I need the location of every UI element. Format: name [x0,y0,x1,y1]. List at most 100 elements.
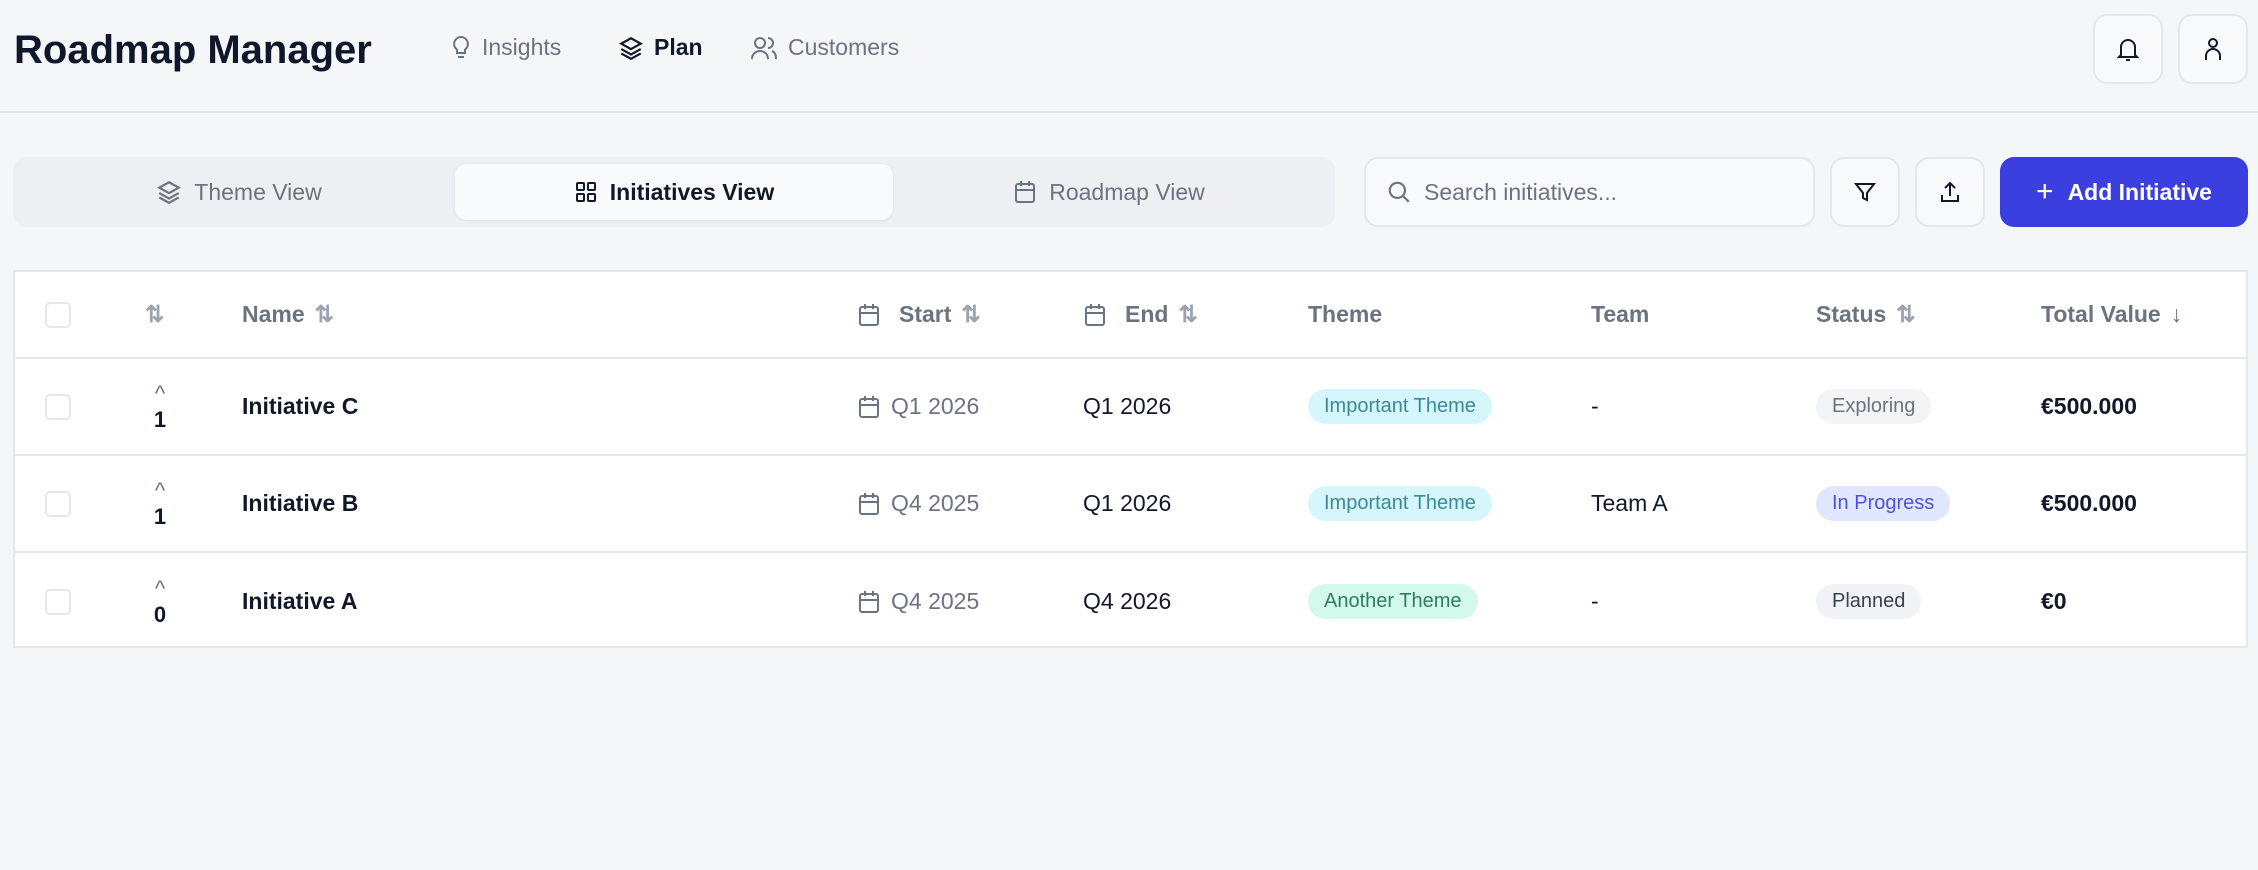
end-date[interactable]: Q1 2026 [1083,393,1172,419]
tab-roadmap-view[interactable]: Roadmap View [890,164,1328,220]
team: - [1591,588,1599,614]
grid-icon [575,182,596,202]
calendar-icon [859,590,879,613]
chevron-up-icon[interactable]: ^ [154,477,166,503]
user-icon [2205,38,2221,60]
column-status[interactable]: Status ⇅ [1816,272,1916,357]
column-label: Start [899,301,952,327]
total-value: €500.000 [2041,490,2137,516]
sort-icon: ⇅ [1178,301,1198,327]
chevron-up-icon[interactable]: ^ [154,380,166,406]
vote-count: 1 [153,503,167,529]
start-date[interactable]: Q4 2025 [857,553,979,650]
lightbulb-icon [453,35,469,58]
export-button[interactable] [1915,157,1985,227]
user-profile-button[interactable] [2178,14,2248,84]
initiative-name[interactable]: Initiative C [242,393,359,419]
nav-insights[interactable]: Insights [450,34,561,61]
search-input[interactable] [1424,178,1804,206]
initiative-name[interactable]: Initiative A [242,588,358,614]
chevron-up-icon[interactable]: ^ [154,575,166,601]
bell-icon [2116,39,2140,61]
row-checkbox[interactable] [45,588,71,615]
initiatives-table: ⇅ Name ⇅ Start ⇅ End ⇅ Theme Team Status ⇅ T… [13,270,2248,648]
sort-icon: ⇅ [314,301,334,327]
plus-icon: + [2036,175,2054,208]
column-label: End [1125,301,1169,327]
column-label: Team [1591,301,1650,327]
upvote[interactable]: ^ 1 [145,359,175,454]
sort-votes-button[interactable]: ⇅ [145,272,164,357]
table-row[interactable]: ^ 0 Initiative A Q4 2025 Q4 2026 Another … [15,553,2246,650]
sort-icon: ⇅ [1896,301,1916,327]
nav-customers[interactable]: Customers [750,34,899,61]
initiative-name[interactable]: Initiative B [242,490,359,516]
end-date[interactable]: Q4 2026 [1083,588,1172,614]
end-date[interactable]: Q1 2026 [1083,490,1172,516]
tab-label: Roadmap View [1049,178,1205,205]
start-date-value: Q4 2025 [891,490,980,516]
upvote[interactable]: ^ 1 [145,456,175,551]
table-row[interactable]: ^ 1 Initiative B Q4 2025 Q1 2026 Importan… [15,456,2246,553]
add-initiative-label: Add Initiative [2067,178,2212,205]
column-total-value[interactable]: Total Value ↓ [2041,272,2182,357]
vote-count: 0 [153,601,167,627]
layers-icon [619,36,643,60]
theme-badge: Important Theme [1308,486,1492,521]
tab-theme-view[interactable]: Theme View [20,164,458,220]
sort-icon: ⇅ [961,301,981,327]
users-icon [751,36,777,59]
status-badge: Exploring [1816,389,1932,424]
add-initiative-button[interactable]: + Add Initiative [2000,157,2248,227]
column-theme: Theme [1308,272,1382,357]
column-label: Total Value [2041,301,2161,327]
start-date[interactable]: Q1 2026 [857,359,979,454]
theme-badge: Important Theme [1308,389,1492,424]
calendar-icon [859,395,879,418]
search-icon [1388,181,1410,203]
filter-icon [1853,183,1877,202]
vote-count: 1 [153,406,167,432]
table-row[interactable]: ^ 1 Initiative C Q1 2026 Q1 2026 Importan… [15,359,2246,456]
nav-insights-label: Insights [482,34,562,60]
total-value: €500.000 [2041,393,2137,419]
notifications-button[interactable] [2093,14,2163,84]
sort-desc-icon: ↓ [2170,301,2183,327]
tab-initiatives-view[interactable]: Initiatives View [455,164,893,220]
nav-plan[interactable]: Plan [618,34,703,61]
upvote[interactable]: ^ 0 [145,553,175,650]
column-label: Status [1816,301,1887,327]
calendar-icon [859,303,879,326]
filter-button[interactable] [1830,157,1900,227]
layers-icon [157,181,182,205]
upload-icon [1941,181,1959,202]
nav-plan-label: Plan [654,34,703,60]
calendar-icon [1015,181,1036,203]
total-value: €0 [2041,588,2067,614]
column-start[interactable]: Start ⇅ [857,272,981,357]
top-header: Roadmap Manager Insights Plan Customers [0,0,2258,113]
column-label: Theme [1308,301,1383,327]
column-name[interactable]: Name ⇅ [242,272,334,357]
team: Team A [1591,490,1668,516]
tab-label: Theme View [194,178,322,205]
select-all-checkbox[interactable] [45,301,71,328]
row-checkbox[interactable] [45,490,71,517]
column-end[interactable]: End ⇅ [1083,272,1198,357]
sort-icon: ⇅ [145,301,165,327]
app-title: Roadmap Manager [14,28,372,72]
view-switcher: Theme View Initiatives View Roadmap View [13,157,1335,227]
column-team: Team [1591,272,1649,357]
theme-badge: Another Theme [1308,584,1478,619]
team: - [1591,393,1599,419]
calendar-icon [1085,303,1105,326]
start-date-value: Q1 2026 [891,393,980,419]
start-date[interactable]: Q4 2025 [857,456,979,551]
nav-customers-label: Customers [788,34,900,60]
search-box[interactable] [1364,157,1815,227]
status-badge: Planned [1816,584,1922,619]
row-checkbox[interactable] [45,393,71,420]
start-date-value: Q4 2025 [891,588,980,614]
calendar-icon [859,492,879,515]
column-label: Name [242,301,305,327]
